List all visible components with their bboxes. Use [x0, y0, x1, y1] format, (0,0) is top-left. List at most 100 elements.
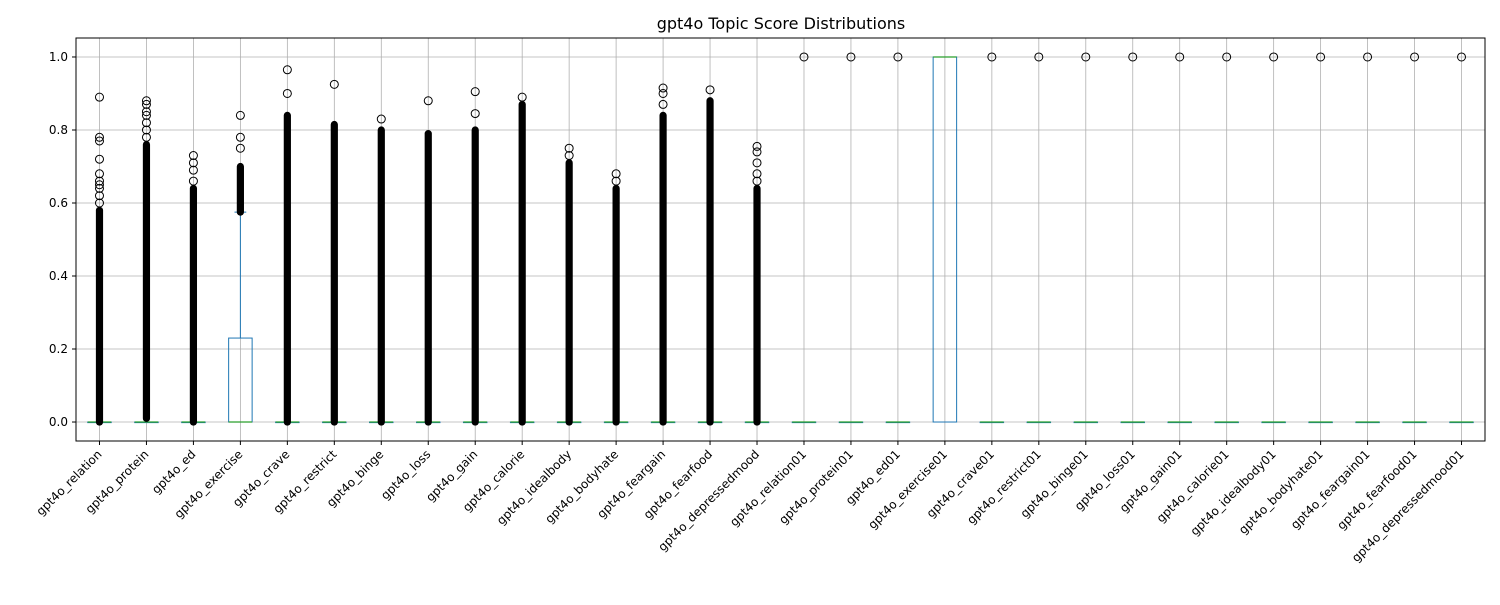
outlier-point: [329, 79, 339, 89]
dense-outlier-band: [377, 126, 385, 426]
outlier-point: [1316, 52, 1326, 62]
fliers-gpt4o_exercise: [235, 110, 245, 216]
box-gpt4o_feargain01: [1355, 421, 1380, 424]
outlier-point: [94, 198, 104, 208]
outlier-point: [752, 147, 762, 157]
outlier-point: [987, 52, 997, 62]
outlier-point: [564, 143, 574, 153]
outlier-point: [235, 143, 245, 153]
fliers-gpt4o_ed01: [893, 52, 903, 62]
box-gpt4o_depressedmood01: [1449, 421, 1474, 424]
fliers-gpt4o_crave: [282, 65, 292, 426]
outlier-point: [1128, 52, 1138, 62]
y-tick-label: 0.4: [49, 269, 68, 283]
box-gpt4o_gain01: [1167, 421, 1192, 424]
fliers-gpt4o_bodyhate01: [1316, 52, 1326, 62]
outlier-point: [141, 99, 151, 109]
outlier-point: [235, 110, 245, 120]
outlier-point: [94, 132, 104, 142]
outlier-point: [94, 183, 104, 193]
dense-outlier-band: [236, 162, 244, 216]
dense-outlier-band: [95, 206, 104, 426]
outlier-point: [188, 158, 198, 168]
y-tick-label: 0.2: [49, 342, 68, 356]
fliers-gpt4o_loss01: [1128, 52, 1138, 62]
fliers-gpt4o_bodyhate: [611, 169, 621, 426]
dense-outlier-band: [753, 184, 761, 426]
fliers-gpt4o_crave01: [987, 52, 997, 62]
box-gpt4o_calorie01: [1214, 421, 1239, 424]
fliers-gpt4o_fearfood01: [1410, 52, 1420, 62]
outlier-point: [94, 154, 104, 164]
y-axis-ticks: 0.0 0.2 0.4 0.6 0.8 1.0: [49, 50, 76, 429]
outlier-point: [282, 88, 292, 98]
outlier-point: [752, 158, 762, 168]
outlier-point: [1081, 52, 1091, 62]
outlier-points: [94, 52, 1467, 426]
box-gpt4o_ed01: [885, 421, 911, 424]
outlier-point: [141, 110, 151, 120]
fliers-gpt4o_calorie: [517, 92, 527, 426]
outlier-point: [752, 176, 762, 186]
fliers-gpt4o_feargain01: [1363, 52, 1373, 62]
outlier-point: [423, 96, 433, 106]
outlier-point: [1269, 52, 1279, 62]
dense-outlier-band: [330, 120, 338, 426]
dense-outlier-band: [565, 159, 573, 426]
outlier-point: [799, 52, 809, 62]
outlier-point: [1363, 52, 1373, 62]
fliers-gpt4o_relation01: [799, 52, 809, 62]
outlier-point: [470, 109, 480, 119]
outlier-point: [658, 83, 668, 93]
box-gpt4o_idealbody01: [1261, 421, 1286, 424]
outlier-point: [564, 151, 574, 161]
fliers-gpt4o_feargain: [658, 83, 668, 426]
y-tick-label: 1.0: [49, 50, 68, 64]
fliers-gpt4o_depressedmood: [752, 141, 762, 426]
box-gpt4o_bodyhate01: [1308, 421, 1333, 424]
dense-outlier-band: [518, 100, 526, 426]
fliers-gpt4o_protein: [141, 96, 151, 422]
fliers-gpt4o_loss: [423, 96, 433, 426]
outlier-point: [94, 180, 104, 190]
fliers-gpt4o_calorie01: [1222, 52, 1232, 62]
outlier-point: [94, 169, 104, 179]
box-gpt4o_exercise01: [932, 56, 958, 423]
outlier-point: [94, 92, 104, 102]
outlier-point: [752, 169, 762, 179]
box-gpt4o_loss01: [1120, 421, 1145, 424]
outlier-point: [94, 136, 104, 146]
outlier-point: [141, 107, 151, 117]
fliers-gpt4o_gain: [470, 87, 480, 426]
dense-outlier-band: [283, 111, 291, 426]
fliers-gpt4o_fearfood: [705, 85, 715, 426]
fliers-gpt4o_relation: [94, 92, 104, 426]
dense-outlier-band: [706, 97, 714, 426]
fliers-gpt4o_idealbody01: [1269, 52, 1279, 62]
outlier-point: [235, 132, 245, 142]
dense-outlier-band: [189, 184, 198, 426]
plot-area-frame: [75, 37, 1486, 442]
outlier-point: [1034, 52, 1044, 62]
outlier-point: [1222, 52, 1232, 62]
y-tick-label: 0.8: [49, 123, 68, 137]
outlier-point: [141, 96, 151, 106]
fliers-gpt4o_idealbody: [564, 143, 574, 426]
outlier-point: [846, 52, 856, 62]
outlier-point: [658, 88, 668, 98]
outlier-point: [376, 114, 386, 124]
outlier-point: [188, 165, 198, 175]
box-gpt4o_protein: [134, 421, 159, 424]
outlier-point: [752, 141, 762, 151]
dense-outlier-band: [471, 126, 479, 426]
outlier-point: [188, 176, 198, 186]
outlier-point: [1457, 52, 1467, 62]
y-tick-label: 0.0: [49, 415, 68, 429]
outlier-point: [141, 125, 151, 135]
outlier-point: [282, 65, 292, 75]
fliers-gpt4o_restrict01: [1034, 52, 1044, 62]
fliers-gpt4o_gain01: [1175, 52, 1185, 62]
box-gpt4o_crave01: [979, 421, 1005, 424]
